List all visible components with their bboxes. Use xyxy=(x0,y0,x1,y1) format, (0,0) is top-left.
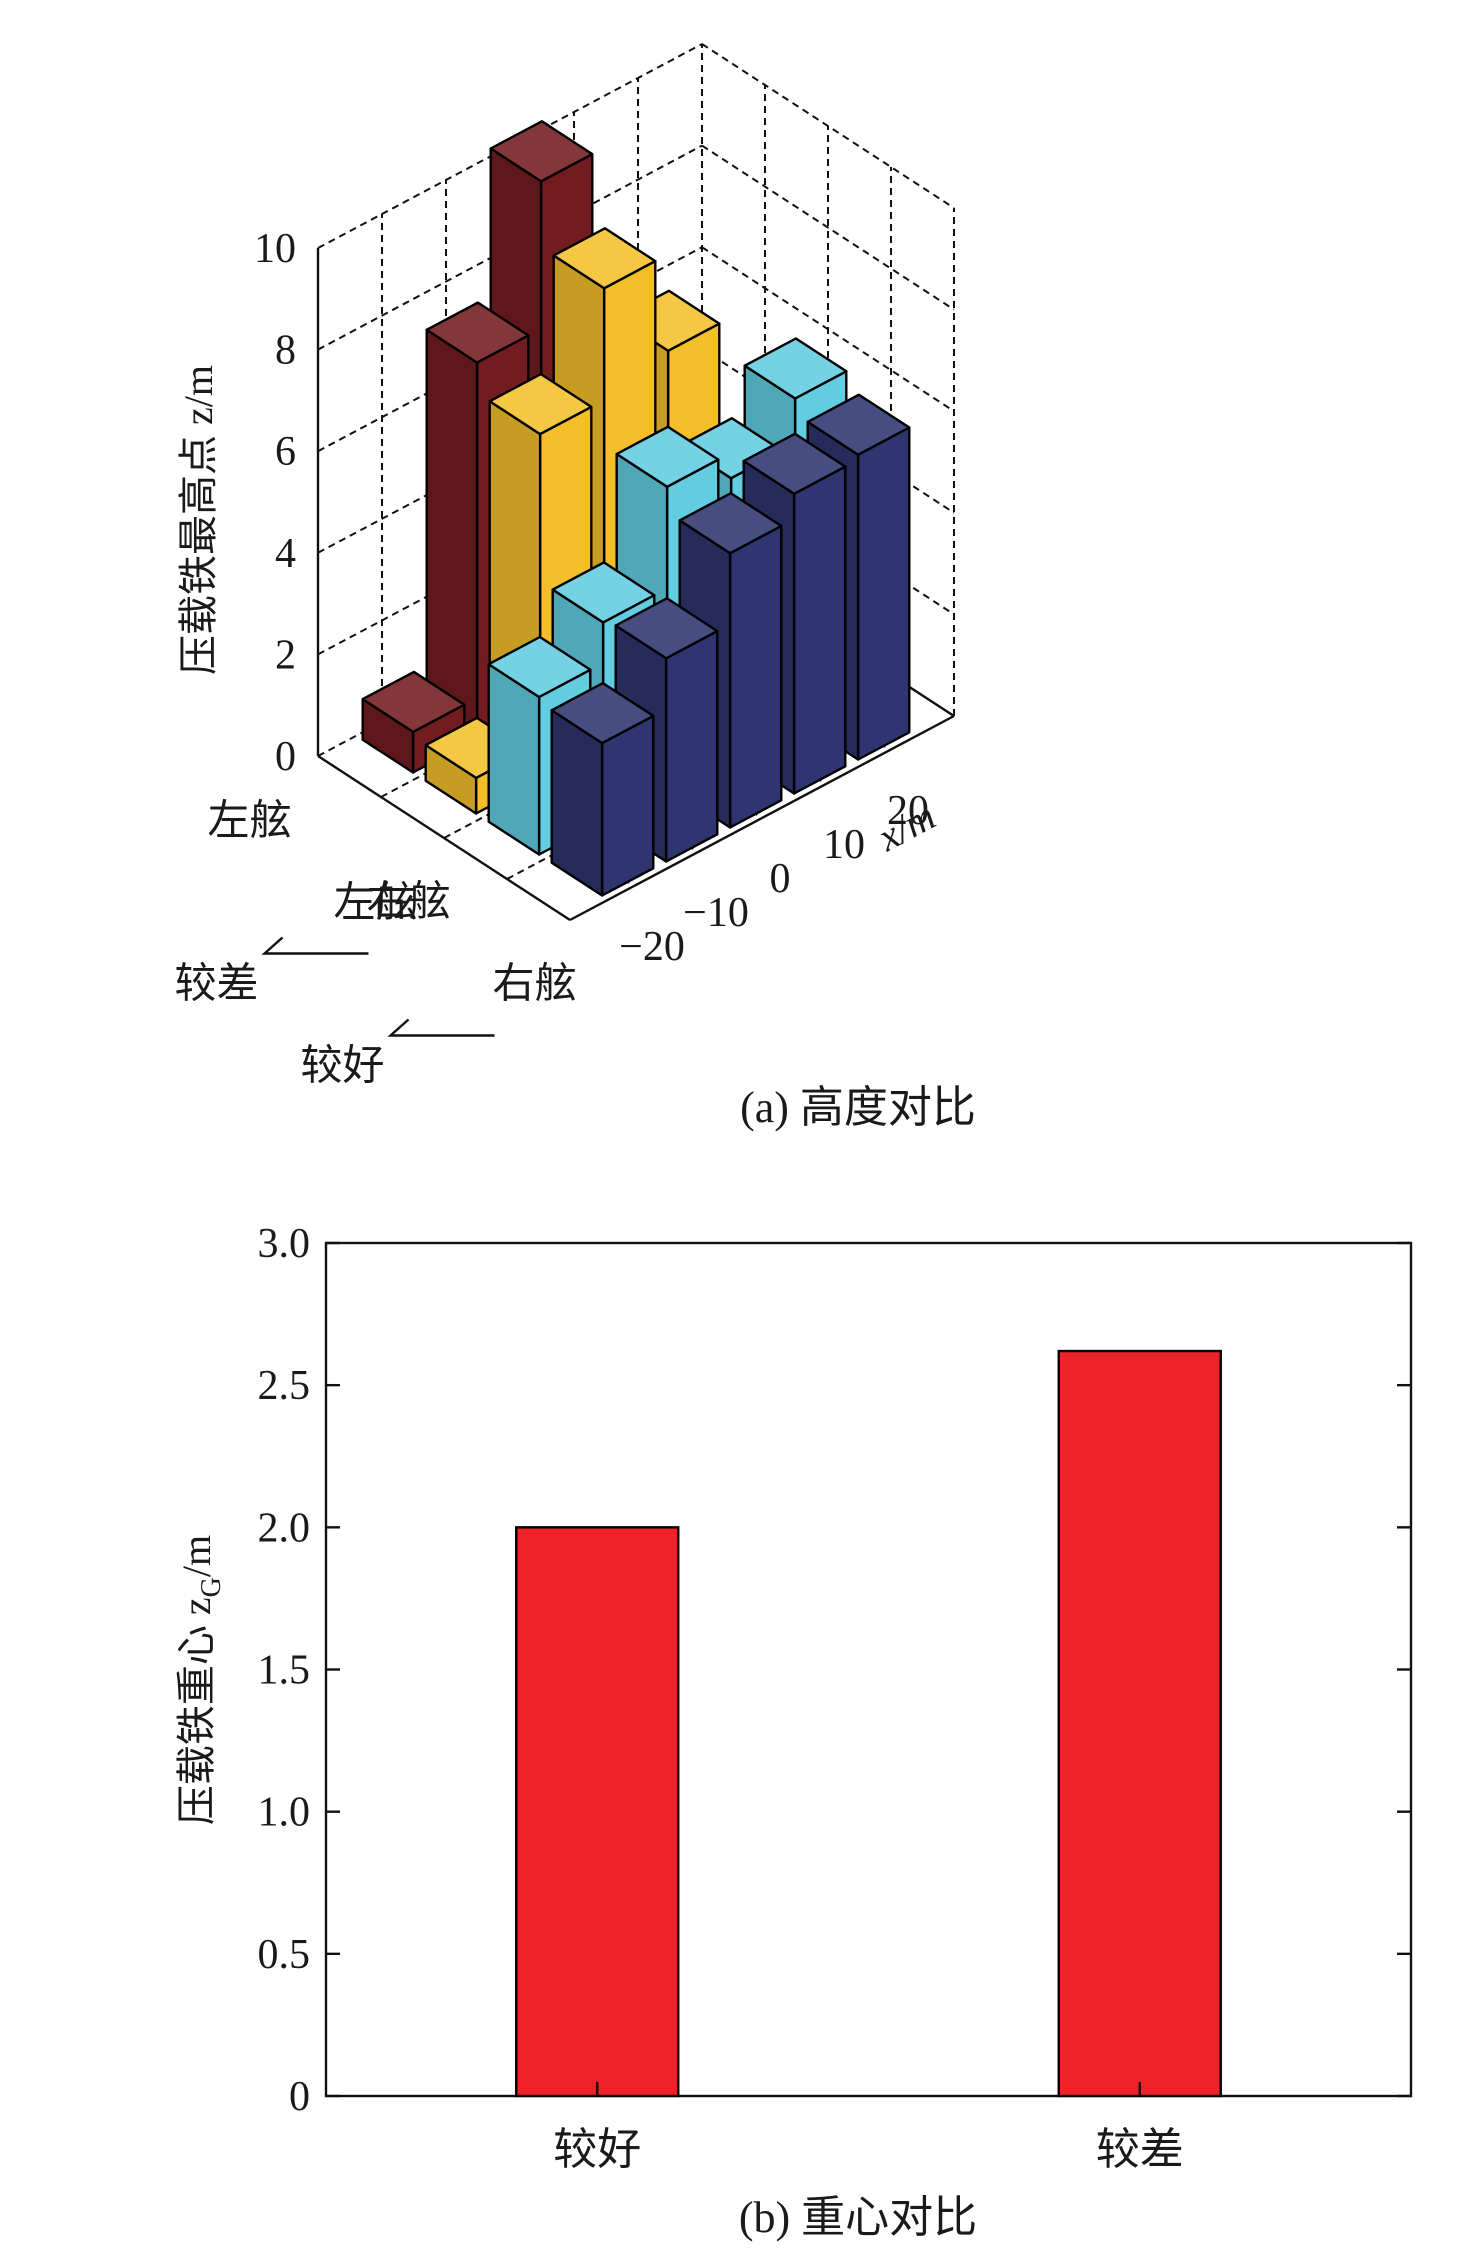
bar-top-face xyxy=(742,432,847,495)
x-tick-label: 10 xyxy=(823,822,865,868)
y-tick-label: 2.0 xyxy=(258,1505,311,1551)
row-axis-line xyxy=(317,754,571,922)
row-label: 右舷 xyxy=(492,962,576,1008)
bar-top-face xyxy=(678,492,783,555)
x-tick-label: 较差 xyxy=(1096,2125,1184,2174)
group-bracket xyxy=(387,1018,495,1037)
bar-front-face xyxy=(856,426,911,761)
bar-front-face xyxy=(600,714,655,897)
row-label: 左舷 xyxy=(333,881,417,927)
group-label: 较差 xyxy=(174,961,258,1008)
x-tick-label: 较好 xyxy=(553,2125,641,2174)
x-axis-title: x/m xyxy=(870,793,943,860)
y-tick-label: 1.5 xyxy=(258,1648,311,1694)
y-tick-label: 3.0 xyxy=(258,1221,311,1267)
bar xyxy=(1057,1349,1222,2098)
y-axis-title: 压载铁重心 zG/m xyxy=(174,1535,227,1825)
plot-frame xyxy=(324,1241,1413,2098)
z-tick-label: 6 xyxy=(275,429,296,475)
bar-top-face xyxy=(614,597,719,660)
bar-front-face xyxy=(792,465,847,795)
z-tick-label: 8 xyxy=(275,328,296,374)
grid-line xyxy=(701,144,955,311)
x-axis-line xyxy=(569,714,955,922)
bar xyxy=(515,1526,680,2098)
row-label: 右舷 xyxy=(366,880,450,926)
x-tick-label: −10 xyxy=(683,890,749,936)
bar-side-face xyxy=(425,328,479,740)
z-tick-label: 0 xyxy=(275,734,296,780)
bar-top-face xyxy=(806,393,911,456)
bar-top-face xyxy=(550,681,655,745)
bar-top-face xyxy=(743,337,848,400)
y-tick-label: 2.5 xyxy=(258,1363,311,1409)
y-tick-label: 0 xyxy=(289,2074,310,2120)
chart-b-caption: (b) 重心对比 xyxy=(739,2193,977,2242)
bar-front-face xyxy=(664,629,719,863)
bar-3d xyxy=(550,681,655,897)
y-tick-label: 1.0 xyxy=(258,1790,311,1836)
y-tick-label: 0.5 xyxy=(258,1932,311,1978)
group-label: 较好 xyxy=(300,1043,384,1090)
bar-chart: 0 0.5 1.0 1.5 2.0 2.5 3.0 较好 较差 压载铁重心 zG/m xyxy=(174,1221,1413,2174)
bar-top-face xyxy=(488,372,593,436)
x-tick-label: −20 xyxy=(619,924,685,970)
group-bracket xyxy=(261,936,369,955)
z-tick-label: 10 xyxy=(254,226,296,272)
bar-top-face xyxy=(615,425,720,488)
x-tick-label: 20 xyxy=(887,788,929,834)
bar-top-face xyxy=(425,301,530,364)
z-axis-title: 压载铁最高点 z/m xyxy=(176,365,221,675)
chart-a-caption: (a) 高度对比 xyxy=(740,1083,976,1132)
bar-top-face xyxy=(487,635,592,699)
x-tick-label: 0 xyxy=(770,856,791,902)
bar-top-face xyxy=(551,561,656,624)
bar-front-face xyxy=(728,524,783,829)
bar-top-face xyxy=(489,120,594,183)
z-tick-label: 2 xyxy=(275,632,296,678)
bar-top-face xyxy=(361,670,466,734)
z-tick-label: 4 xyxy=(275,531,296,577)
row-label: 左舷 xyxy=(207,799,291,845)
bar-top-face xyxy=(552,227,657,290)
